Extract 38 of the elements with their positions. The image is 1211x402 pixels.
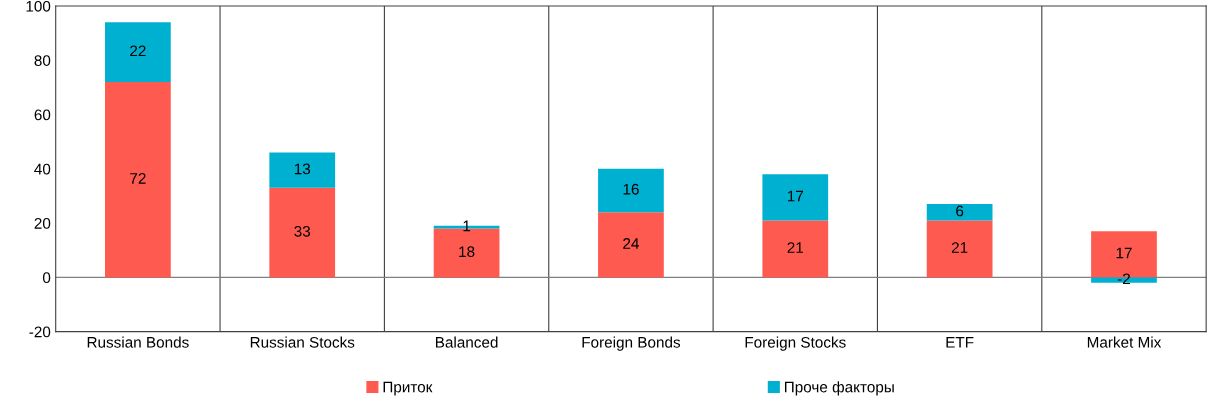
- x-tick-label: Balanced: [435, 336, 498, 348]
- data-label: 13: [294, 163, 311, 175]
- legend-label: Приток: [383, 381, 433, 396]
- data-label: 6: [956, 205, 964, 217]
- y-tick-label: 60: [34, 109, 51, 121]
- data-label: 22: [130, 45, 146, 57]
- x-tick-label: Foreign Stocks: [745, 336, 846, 351]
- y-tick-label: 80: [34, 55, 51, 66]
- data-label: 18: [459, 246, 475, 258]
- x-tick-label: Russian Stocks: [250, 336, 355, 348]
- data-label: 16: [623, 183, 639, 195]
- data-label: 33: [294, 225, 311, 237]
- y-tick-label: 20: [34, 217, 51, 229]
- x-tick-label: Market Mix: [1087, 336, 1162, 348]
- data-label: 17: [787, 190, 804, 202]
- bar: [105, 22, 171, 83]
- bar: [926, 204, 993, 221]
- y-tick-label: -20: [29, 326, 51, 338]
- bar: [598, 212, 664, 278]
- y-tick-label: 40: [34, 163, 51, 175]
- x-tick-label: Russian Bonds: [87, 336, 189, 348]
- data-label: 21: [787, 242, 804, 253]
- bar: [269, 187, 336, 278]
- bar: [926, 220, 993, 278]
- data-label: 17: [1116, 247, 1132, 259]
- bar: [105, 82, 171, 278]
- x-tick-label: Foreign Bonds: [582, 336, 681, 351]
- bar: [762, 174, 829, 221]
- legend-label: Проче факторы: [784, 381, 894, 396]
- y-tick-label: 100: [26, 0, 51, 12]
- data-label: 21: [951, 242, 968, 253]
- x-tick-label: ETF: [946, 337, 974, 348]
- y-tick-label: 0: [42, 272, 51, 284]
- bar: [598, 168, 664, 213]
- bar: [762, 220, 829, 278]
- bar: [269, 152, 336, 188]
- data-label: 72: [130, 172, 146, 184]
- data-label: 24: [623, 238, 639, 249]
